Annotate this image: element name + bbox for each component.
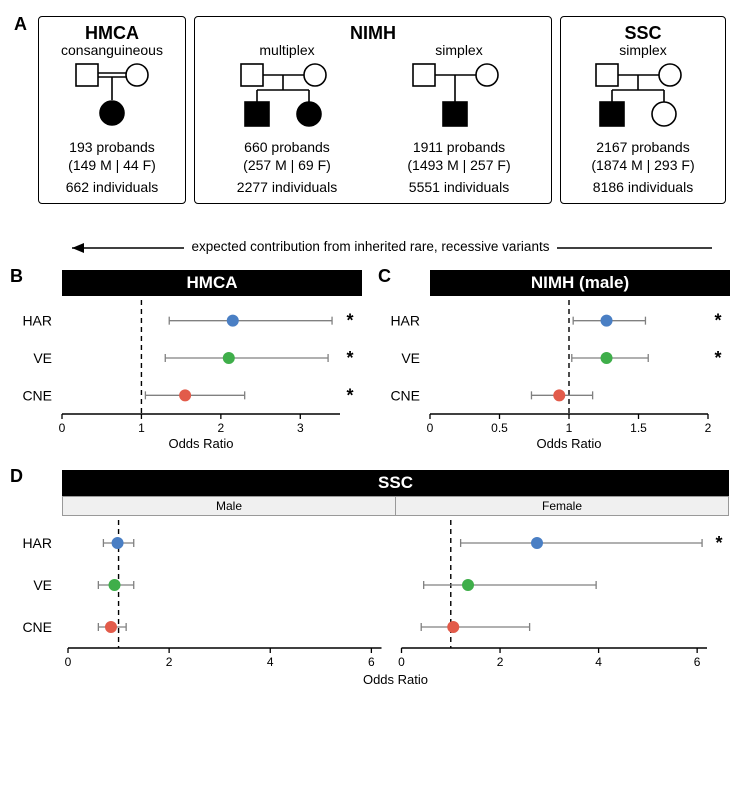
svg-text:*: * (715, 533, 722, 553)
panel-d: D SSC Male Female HARVECNE02460246*Odds … (12, 470, 729, 696)
svg-text:*: * (346, 348, 353, 368)
svg-text:CNE: CNE (390, 387, 420, 403)
svg-text:4: 4 (595, 655, 602, 669)
svg-text:2: 2 (705, 421, 712, 435)
panel-c-header: NIMH (male) (430, 270, 730, 296)
panel-b-header: HMCA (62, 270, 362, 296)
individuals: 662 individuals (45, 178, 179, 196)
svg-text:VE: VE (401, 350, 420, 366)
pedigree-nimh-multiplex (207, 58, 367, 130)
cohort-box-hmca: HMCA consanguineous 193 probands (149 M … (38, 16, 186, 204)
probands: 2167 probands (567, 138, 719, 156)
svg-text:CNE: CNE (22, 619, 52, 635)
probands: 1911 probands (373, 138, 545, 156)
svg-text:1: 1 (566, 421, 573, 435)
facet-female-header: Female (396, 496, 729, 516)
sex-split: (149 M | 44 F) (45, 156, 179, 174)
panel-c: C NIMH (male) 00.511.52Odds RatioHARVECN… (380, 270, 730, 456)
arrow-row: expected contribution from inherited rar… (12, 236, 729, 260)
svg-text:2: 2 (218, 421, 225, 435)
cohort-title: HMCA (45, 23, 179, 44)
cohort-subtype-left: multiplex (201, 42, 373, 58)
panel-b: B HMCA 0123Odds RatioHARVECNE*** (12, 270, 362, 456)
panel-b-label: B (10, 266, 23, 287)
svg-text:*: * (346, 385, 353, 405)
pedigree-hmca (52, 58, 172, 130)
svg-text:0: 0 (398, 655, 405, 669)
cohort-box-nimh: NIMH multiplex 660 probands (257 M (194, 16, 552, 204)
facet-male-header: Male (62, 496, 396, 516)
probands: 193 probands (45, 138, 179, 156)
forest-plot-ssc: HAR VE CNE 0 2 4 6 0 2 4 6 * Odds Ratio (12, 516, 729, 696)
cohort-subtype: consanguineous (45, 42, 179, 58)
svg-text:HAR: HAR (22, 313, 52, 329)
svg-text:4: 4 (267, 655, 274, 669)
svg-text:HAR: HAR (22, 535, 52, 551)
svg-text:2: 2 (497, 655, 504, 669)
svg-text:0: 0 (427, 421, 434, 435)
svg-text:Odds Ratio: Odds Ratio (363, 672, 428, 687)
sex-split: (1493 M | 257 F) (373, 156, 545, 174)
svg-text:1: 1 (138, 421, 145, 435)
svg-text:6: 6 (694, 655, 701, 669)
svg-text:VE: VE (33, 350, 52, 366)
svg-text:1.5: 1.5 (630, 421, 647, 435)
svg-text:3: 3 (297, 421, 304, 435)
sex-split: (1874 M | 293 F) (567, 156, 719, 174)
svg-text:0: 0 (65, 655, 72, 669)
svg-text:0: 0 (59, 421, 66, 435)
panel-a-label: A (14, 14, 27, 35)
svg-text:6: 6 (368, 655, 375, 669)
pedigree-ssc (568, 58, 718, 130)
individuals: 5551 individuals (373, 178, 545, 196)
svg-text:*: * (346, 311, 353, 331)
svg-text:0.5: 0.5 (491, 421, 508, 435)
svg-text:Odds Ratio: Odds Ratio (168, 436, 233, 451)
cohort-title: SSC (567, 23, 719, 44)
forest-plot-nimh: 0 0.5 1 1.5 2 Odds Ratio HAR VE CNE * * (380, 296, 730, 456)
svg-text:Odds Ratio: Odds Ratio (536, 436, 601, 451)
panel-d-header: SSC (62, 470, 729, 496)
svg-text:*: * (714, 348, 721, 368)
cohort-subtype-right: simplex (373, 42, 545, 58)
svg-text:VE: VE (33, 577, 52, 593)
cohort-subtype: simplex (567, 42, 719, 58)
individuals: 8186 individuals (567, 178, 719, 196)
individuals: 2277 individuals (201, 178, 373, 196)
probands: 660 probands (201, 138, 373, 156)
arrow-text: expected contribution from inherited rar… (184, 239, 558, 254)
forest-plot-hmca: 0 1 2 3 Odds Ratio HAR VE CNE * * * (12, 296, 362, 456)
pedigree-nimh-simplex (379, 58, 539, 130)
svg-text:HAR: HAR (390, 313, 420, 329)
svg-text:CNE: CNE (22, 387, 52, 403)
panel-a: A HMCA consanguineous 193 probands (149 … (12, 12, 729, 230)
panel-c-label: C (378, 266, 391, 287)
cohort-title: NIMH (201, 23, 545, 44)
cohort-box-ssc: SSC simplex 2167 probands (1874 M | 293 … (560, 16, 726, 204)
panel-d-label: D (10, 466, 23, 487)
svg-text:2: 2 (166, 655, 173, 669)
svg-text:*: * (714, 311, 721, 331)
sex-split: (257 M | 69 F) (201, 156, 373, 174)
